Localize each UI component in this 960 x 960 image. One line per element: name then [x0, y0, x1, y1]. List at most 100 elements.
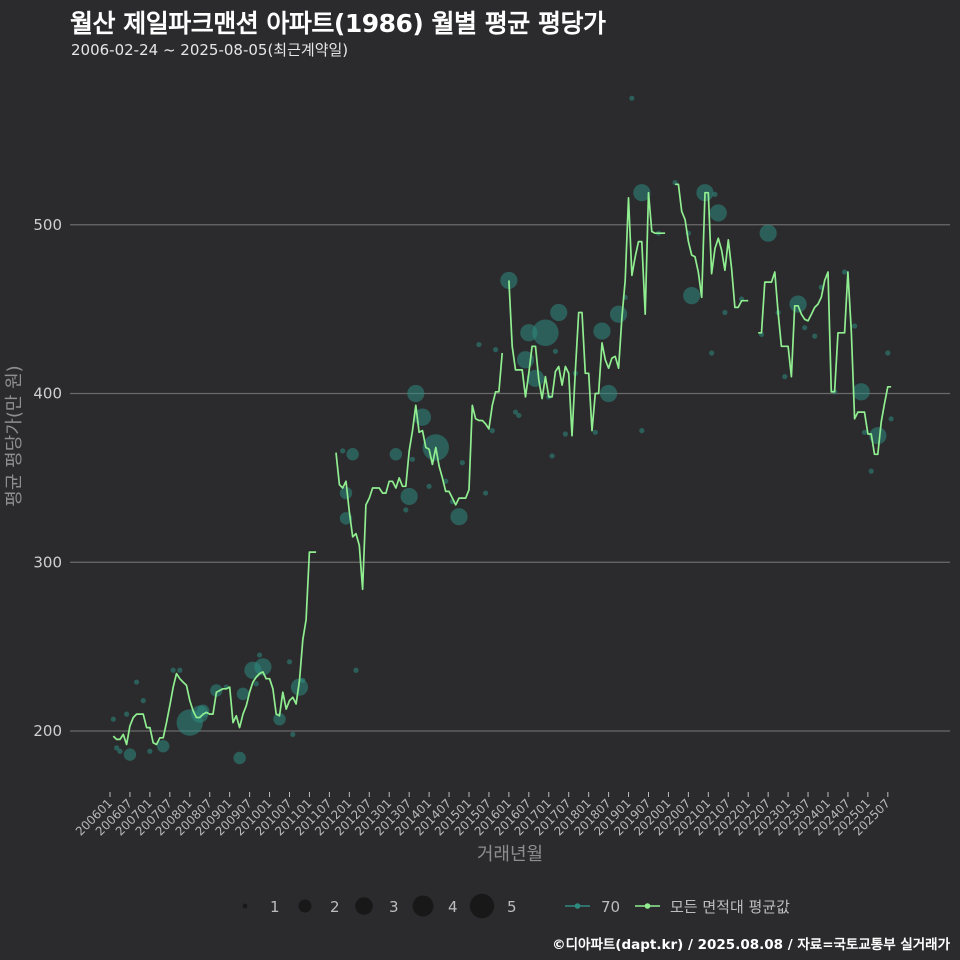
trade-bubble: [236, 687, 250, 701]
trade-bubble: [459, 460, 465, 466]
trade-bubble: [629, 95, 635, 101]
trade-bubble: [842, 269, 848, 275]
trade-bubble: [407, 384, 425, 403]
average-line-segment: [675, 183, 749, 309]
trade-bubble: [286, 659, 293, 665]
legend-size-label: 5: [507, 898, 517, 916]
trade-bubble: [869, 427, 887, 445]
trade-bubble: [812, 333, 818, 339]
trade-bubble: [253, 681, 259, 687]
trade-bubble: [177, 667, 183, 673]
trade-bubble: [782, 374, 788, 380]
trade-bubble: [532, 319, 559, 346]
trade-bubble: [512, 409, 519, 415]
legend-70-dot: [574, 903, 581, 909]
legend-70-label: 70: [601, 898, 620, 916]
trade-bubble: [885, 350, 891, 356]
trade-bubble: [639, 428, 645, 434]
trade-bubble: [492, 347, 499, 353]
legend-size-1: [242, 903, 248, 909]
y-axis-title: 평균 평당가(만 원): [4, 365, 25, 506]
trade-bubble: [210, 684, 223, 697]
page-subtitle: 2006-02-24 ~ 2025-08-05(최근계약일): [71, 41, 349, 59]
trade-bubble: [300, 677, 306, 683]
trade-bubble: [550, 303, 568, 322]
average-line-segment: [758, 271, 892, 456]
trade-bubble: [290, 678, 309, 696]
trade-bubble: [789, 295, 807, 313]
trade-bubble: [133, 679, 140, 685]
y-tick-label: 300: [33, 553, 62, 571]
trade-bubble: [516, 412, 522, 419]
trade-bubble: [868, 468, 874, 474]
trade-bubble: [852, 383, 870, 401]
trade-bubble: [861, 429, 868, 435]
legend-size-2: [298, 899, 312, 913]
trade-bubble: [346, 448, 359, 461]
legend-avg-dot: [644, 903, 651, 909]
trade-bubble: [114, 745, 120, 751]
legend-size-label: 1: [270, 898, 280, 916]
trade-bubble: [552, 348, 559, 354]
trade-bubble: [802, 325, 808, 331]
grid-layer: [70, 224, 950, 732]
y-tick-label: 200: [33, 722, 62, 740]
x-axis-title: 거래년월: [477, 844, 543, 865]
trade-bubble: [476, 341, 482, 348]
x-axis-ticks: 2006012006072007012007072008012008072009…: [73, 792, 893, 839]
trade-bubble: [400, 487, 418, 506]
trade-bubble: [426, 483, 432, 489]
legend-size-3: [355, 897, 373, 915]
legend-size-4: [412, 895, 434, 917]
trade-bubble: [339, 486, 353, 500]
trade-bubble: [196, 704, 210, 717]
trade-bubble: [117, 748, 123, 754]
trade-bubble: [147, 748, 153, 754]
trade-bubble: [562, 431, 568, 437]
legend-size-5: [469, 893, 495, 919]
trade-bubble: [254, 658, 272, 676]
trade-bubble: [170, 667, 176, 673]
average-line-segment: [335, 352, 504, 591]
y-axis-ticks: 200 300 400 500: [33, 216, 62, 740]
trade-bubble: [712, 191, 718, 197]
legend-size-label: 3: [389, 898, 399, 916]
trade-bubble: [450, 508, 468, 526]
trade-bubble: [290, 731, 296, 737]
trade-bubble: [489, 428, 495, 434]
legend: 1 2 3 4 5 70 모든 면적대 평균값: [242, 893, 790, 919]
trade-bubble: [156, 739, 170, 753]
trade-bubble: [110, 716, 116, 722]
legend-size-label: 2: [330, 898, 340, 916]
bubble-layer: [110, 95, 894, 765]
page-title: 월산 제일파크맨션 아파트(1986) 월별 평균 평당가: [70, 9, 606, 38]
trade-bubble: [851, 323, 858, 329]
y-tick-label: 500: [33, 216, 62, 234]
trade-bubble: [888, 416, 894, 422]
trade-bubble: [593, 322, 611, 340]
trade-bubble: [340, 448, 346, 454]
trade-bubble: [709, 350, 715, 356]
trade-bubble: [483, 490, 489, 496]
source-credit: ©디아파트(dapt.kr) / 2025.08.08 / 자료=국토교통부 실…: [552, 937, 950, 953]
trade-bubble: [233, 751, 246, 765]
trade-bubble: [759, 224, 777, 242]
trade-bubble: [549, 453, 555, 459]
average-line-segment: [508, 191, 666, 437]
trade-bubble: [683, 287, 701, 305]
legend-avg-label: 모든 면적대 평균값: [670, 898, 790, 916]
trade-bubble: [722, 309, 728, 316]
trade-bubble: [600, 384, 618, 403]
trade-bubble: [633, 184, 651, 202]
line-layer: [112, 183, 892, 746]
trade-bubble: [140, 698, 146, 704]
trade-bubble: [409, 456, 416, 462]
trade-bubble: [273, 712, 286, 726]
trade-bubble: [592, 429, 598, 435]
trade-bubble: [123, 748, 137, 761]
trade-bubble: [609, 305, 628, 323]
trade-bubble: [256, 652, 263, 658]
trade-bubble: [443, 478, 449, 484]
trade-bubble: [709, 204, 727, 222]
